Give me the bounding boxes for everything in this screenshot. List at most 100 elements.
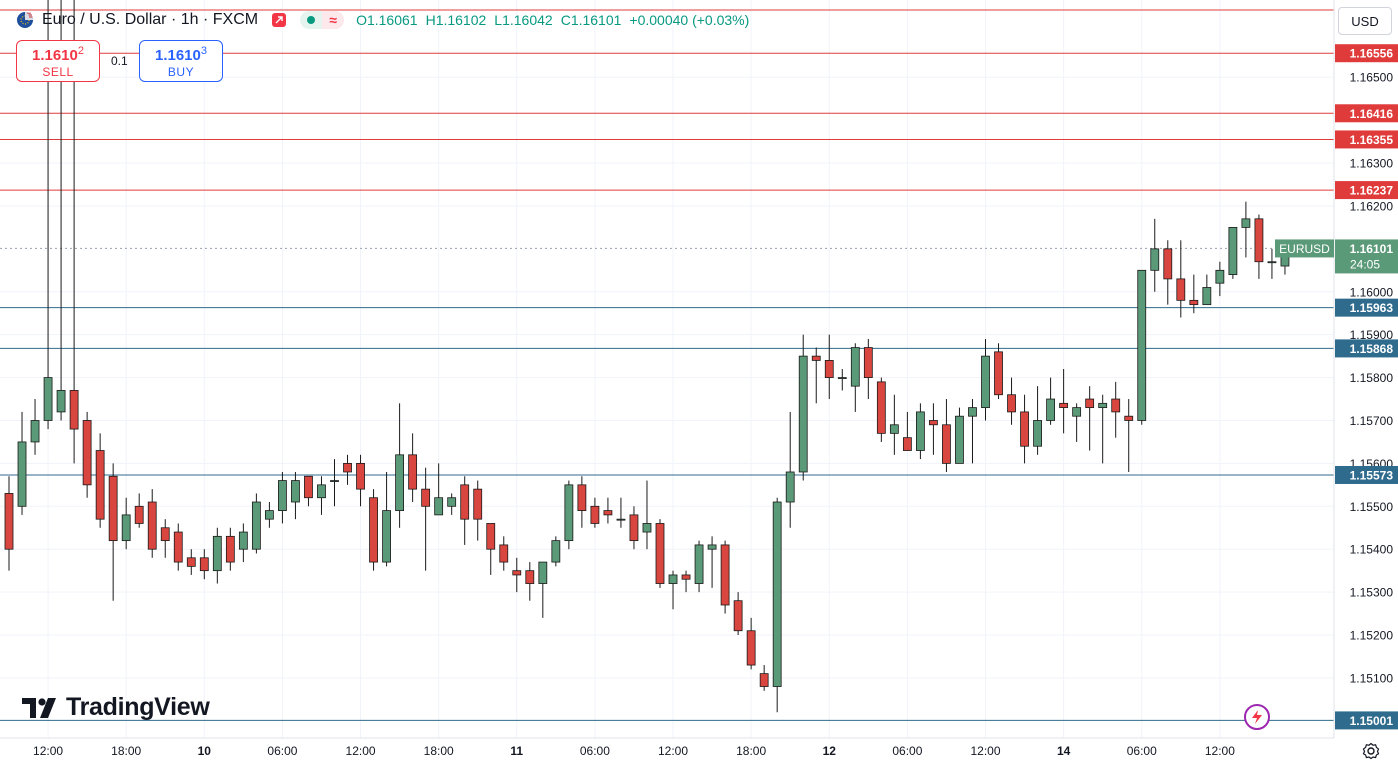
candle xyxy=(108,463,118,601)
symbol-name: Euro / U.S. Dollar xyxy=(42,11,167,28)
settings-gear-icon[interactable] xyxy=(1360,740,1382,762)
candle-body-down xyxy=(655,523,665,584)
candle xyxy=(863,338,873,400)
candle-body-down xyxy=(186,557,196,567)
candle xyxy=(1202,274,1212,306)
time-tick-label: 12 xyxy=(823,744,837,758)
candle-body-up xyxy=(837,377,847,379)
candle-body-down xyxy=(1085,398,1095,409)
candle xyxy=(798,334,808,481)
candle xyxy=(82,411,92,498)
candle-body-up xyxy=(785,471,795,503)
buy-button[interactable]: 1.16103 BUY xyxy=(139,40,223,82)
candle-body-down xyxy=(1176,278,1186,301)
data-delay-icon[interactable]: ≈ xyxy=(322,11,345,29)
tradingview-logo-icon xyxy=(22,697,56,718)
candle-body-down xyxy=(473,488,483,520)
candle xyxy=(1033,386,1042,455)
candle-body-down xyxy=(486,523,496,550)
last-price-label: 1.16101 xyxy=(1350,242,1394,256)
candle-body-down xyxy=(225,535,235,563)
candle xyxy=(460,476,470,545)
candle-body-down xyxy=(902,437,912,451)
price-tick-label: 1.15900 xyxy=(1350,328,1394,342)
time-axis[interactable] xyxy=(0,738,1334,768)
candle xyxy=(694,540,704,593)
candle xyxy=(199,549,209,580)
time-tick-label: 06:00 xyxy=(892,744,922,758)
candle-body-up xyxy=(447,497,457,507)
candle xyxy=(1059,369,1069,434)
candle-body-up xyxy=(955,415,964,464)
candle xyxy=(147,489,157,558)
candle xyxy=(434,463,444,516)
candle-body-down xyxy=(1124,415,1134,421)
market-status-icon[interactable] xyxy=(272,13,287,27)
support-label-bg xyxy=(1335,298,1398,317)
currency-selector[interactable]: USD xyxy=(1338,7,1392,35)
candle xyxy=(369,489,378,571)
candle xyxy=(512,557,522,593)
symbol-title[interactable]: Euro / U.S. Dollar · 1h · FXCM xyxy=(42,11,258,29)
resistance-label: 1.16237 xyxy=(1350,184,1394,198)
ohlc-values: O1.16061 H1.16102 L1.16042 C1.16101 +0.0… xyxy=(356,12,749,28)
candle-body-down xyxy=(994,351,1003,396)
candle xyxy=(1150,218,1160,292)
title-separator: · xyxy=(170,11,181,28)
candle-body-up xyxy=(43,377,53,421)
time-tick-label: 12:00 xyxy=(346,744,376,758)
candle xyxy=(356,454,365,507)
candle-body-down xyxy=(863,347,873,378)
candle xyxy=(850,343,860,412)
time-tick-label: 12:00 xyxy=(658,744,688,758)
ohlc-low: L1.16042 xyxy=(494,12,553,28)
price-tick-label: 1.15800 xyxy=(1350,371,1394,385)
candle xyxy=(981,338,990,421)
eur-usd-flag-icon xyxy=(17,12,33,28)
candle xyxy=(30,399,40,455)
candle-body-down xyxy=(681,574,691,580)
price-tick-label: 1.15300 xyxy=(1350,586,1394,600)
candle-body-down xyxy=(173,531,183,563)
ohlc-high: H1.16102 xyxy=(425,12,487,28)
support-label: 1.15573 xyxy=(1350,468,1394,482)
candle xyxy=(291,471,300,520)
candle-body-down xyxy=(4,493,14,550)
candle-body-up xyxy=(850,347,860,387)
candle-body-up xyxy=(395,454,405,511)
market-open-icon[interactable] xyxy=(300,11,323,29)
candle xyxy=(720,540,730,614)
candle-body-up xyxy=(317,484,326,499)
candle xyxy=(1254,214,1264,279)
candle-body-up xyxy=(968,407,977,417)
candle-body-down xyxy=(629,514,639,542)
time-axis-ticks: 12:00 18:00 10 06:00 12:00 18:00 11 06:00 12:00 1… xyxy=(33,744,1235,758)
candle-body-up xyxy=(1228,227,1238,276)
sell-button[interactable]: 1.16102 SELL xyxy=(16,40,100,82)
candle-body-down xyxy=(160,527,170,542)
candle xyxy=(447,493,457,515)
support-label-bg xyxy=(1335,711,1398,730)
candle-body-up xyxy=(121,514,131,542)
resistance-label-bg xyxy=(1335,181,1398,200)
price-axis[interactable] xyxy=(1334,0,1398,738)
symbol-tag-bg xyxy=(1275,239,1334,258)
candle-body-down xyxy=(134,505,144,524)
candle xyxy=(56,0,66,421)
candle xyxy=(759,665,769,691)
candle-body-down xyxy=(304,475,313,499)
candle-body-down xyxy=(421,488,431,507)
candle-body-up xyxy=(212,535,222,572)
candle-body-up xyxy=(889,424,899,434)
resistance-label-bg xyxy=(1335,104,1398,123)
candle-body-down xyxy=(577,484,587,511)
candle xyxy=(994,343,1003,400)
candle xyxy=(421,467,431,571)
buy-price: 1.16103 xyxy=(154,45,207,64)
lightning-icon[interactable] xyxy=(1244,704,1270,730)
tradingview-logo[interactable]: TradingView xyxy=(22,693,210,722)
time-tick-label: 11 xyxy=(510,744,523,758)
